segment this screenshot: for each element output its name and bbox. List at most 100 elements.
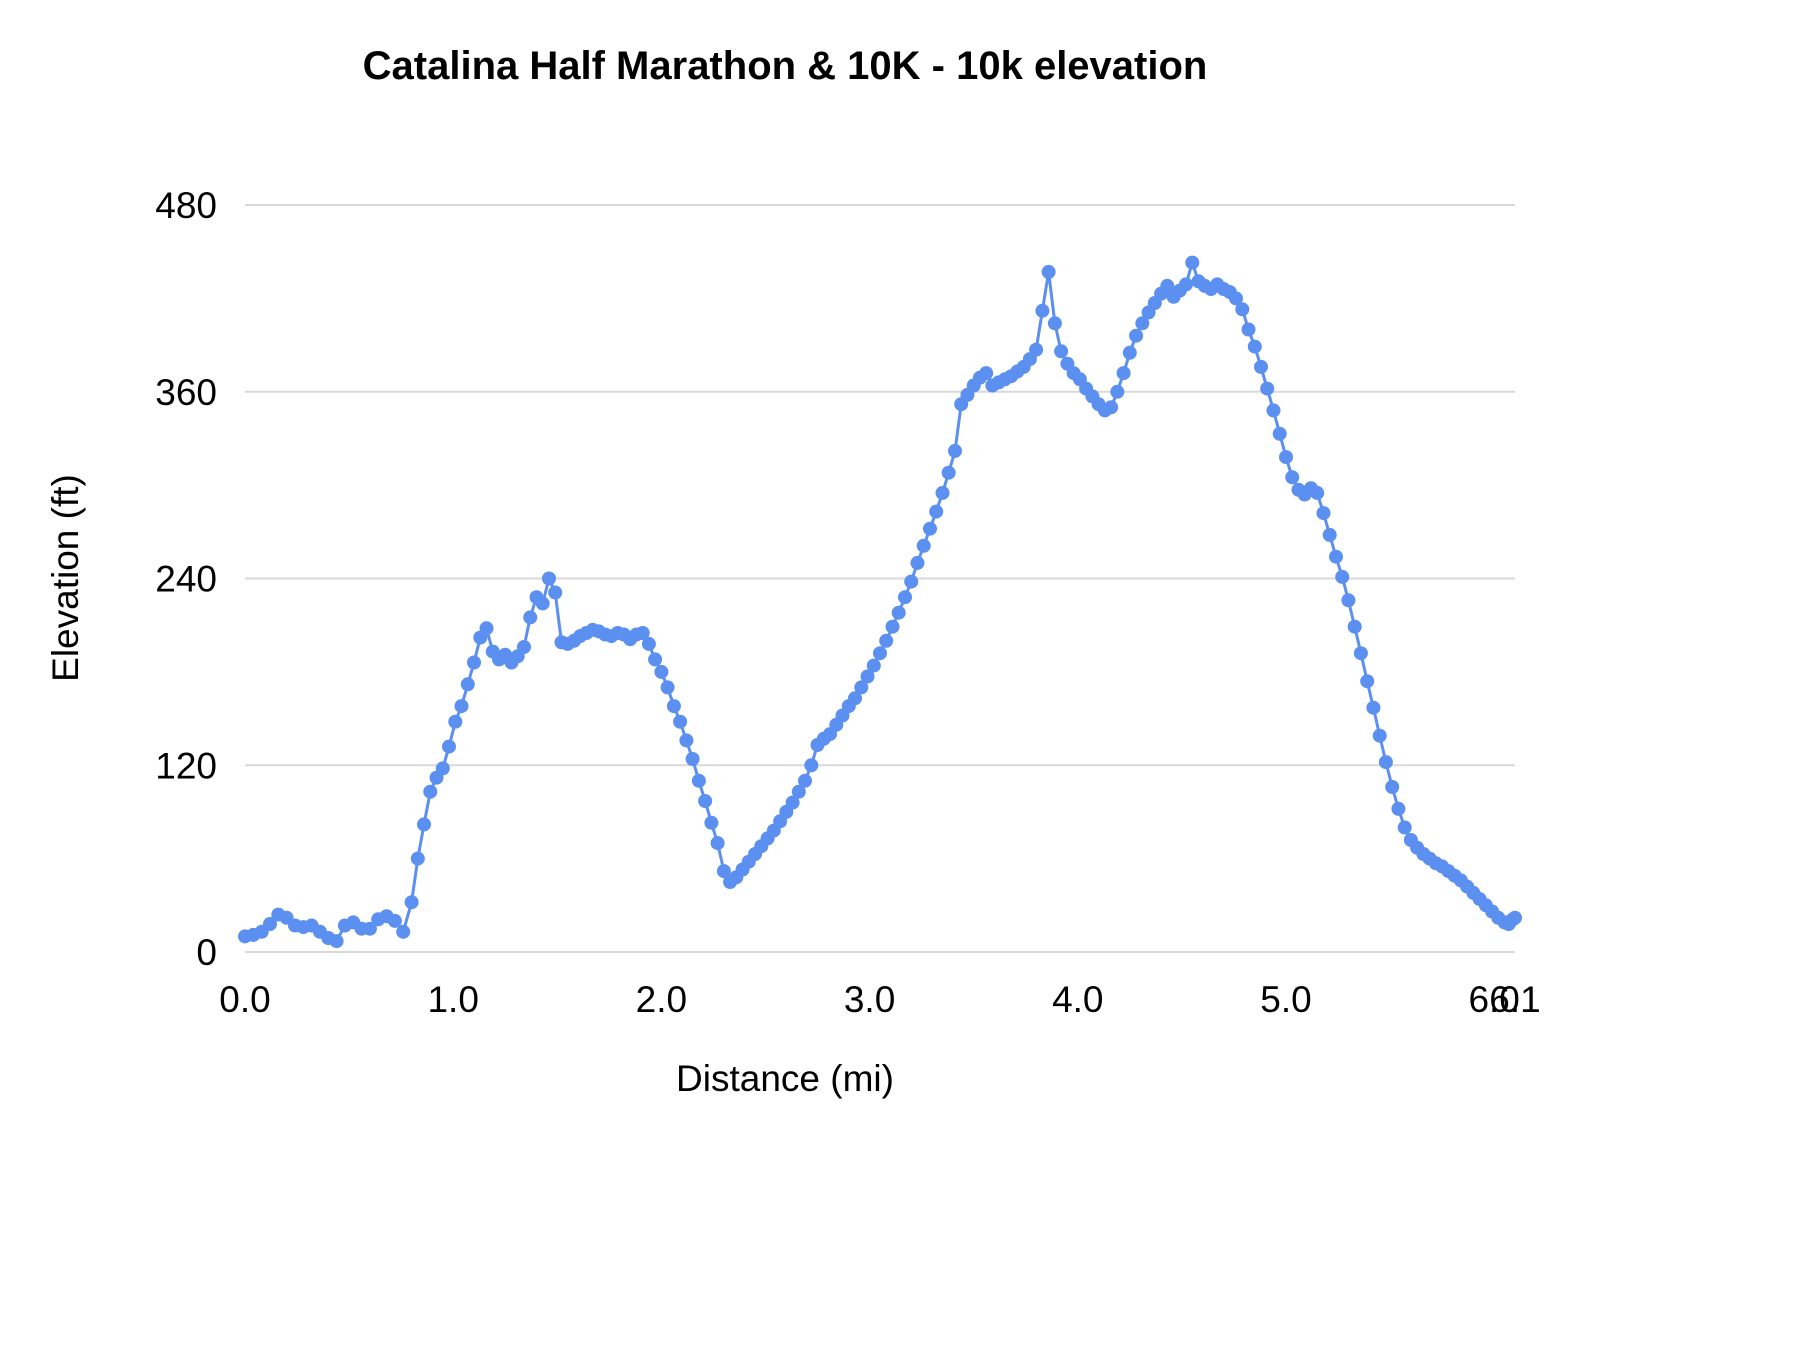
data-point (548, 585, 563, 600)
data-point (798, 773, 812, 788)
data-point (635, 626, 650, 640)
data-point (1135, 316, 1150, 331)
data-point (1272, 426, 1287, 441)
x-tick-label: 1.0 (427, 979, 478, 1020)
data-point (848, 691, 862, 706)
x-tick-label: 3.0 (844, 979, 895, 1020)
x-axis-title: Distance (mi) (676, 1058, 894, 1099)
data-point (1160, 278, 1175, 293)
data-point (1322, 527, 1337, 542)
data-point (1508, 910, 1522, 925)
data-point (1341, 593, 1356, 608)
data-point (710, 836, 725, 851)
data-point (460, 677, 475, 692)
data-point (1185, 255, 1200, 270)
data-point (1179, 277, 1193, 292)
data-point (1054, 344, 1069, 359)
data-point (410, 851, 425, 866)
data-point (935, 485, 950, 500)
data-point (910, 555, 925, 570)
data-point (641, 636, 656, 651)
x-tick-label: 0.0 (219, 979, 270, 1020)
data-point (263, 917, 277, 931)
data-point (885, 619, 900, 634)
chart-title: Catalina Half Marathon & 10K - 10k eleva… (362, 44, 1208, 88)
x-tick-label: 5.0 (1260, 979, 1311, 1020)
data-point (1316, 506, 1331, 521)
data-point (1260, 381, 1275, 396)
y-tick-label: 360 (155, 372, 217, 413)
data-point (791, 784, 806, 799)
elevation-line (243, 261, 1517, 943)
data-point (1397, 820, 1412, 835)
data-point (854, 680, 869, 695)
y-tick-label: 120 (155, 745, 217, 786)
data-point (1110, 384, 1125, 399)
data-point (1310, 485, 1325, 500)
data-point (387, 913, 402, 928)
data-point (785, 795, 800, 810)
data-point (891, 605, 906, 620)
data-point (898, 590, 912, 605)
data-point (1353, 646, 1368, 661)
x-tick-label: 6.1 (1489, 979, 1540, 1020)
data-point (1329, 549, 1343, 564)
data-point (435, 761, 450, 776)
data-point (923, 521, 937, 536)
data-point (1391, 801, 1406, 816)
data-point (904, 574, 919, 589)
data-point (879, 633, 894, 648)
data-point (1241, 322, 1256, 337)
data-point (1116, 366, 1131, 381)
y-tick-label: 0 (196, 932, 217, 973)
data-point (1378, 755, 1393, 770)
data-point (329, 934, 344, 949)
data-point (535, 596, 550, 611)
data-point (1047, 316, 1062, 331)
data-point (442, 739, 456, 754)
data-point (417, 817, 431, 832)
data-point (1104, 400, 1119, 415)
data-point (666, 699, 681, 714)
data-point (979, 366, 994, 381)
x-tick-label: 6.0 (1468, 979, 1519, 1020)
data-point (479, 621, 494, 636)
data-point (1235, 302, 1250, 317)
y-tick-label: 240 (155, 559, 217, 600)
data-point (396, 924, 411, 939)
data-point (1029, 342, 1044, 357)
data-point (423, 784, 438, 799)
data-point (542, 571, 556, 586)
data-point (685, 752, 700, 766)
data-point (1335, 569, 1350, 584)
data-point (517, 640, 531, 654)
data-point (362, 921, 377, 936)
data-point (1229, 291, 1243, 306)
data-point (1385, 780, 1400, 794)
data-point (1247, 339, 1262, 354)
x-tick-label: 4.0 (1052, 979, 1103, 1020)
data-point (691, 773, 706, 788)
data-point (1360, 674, 1375, 689)
data-point (660, 680, 675, 695)
data-point (860, 669, 875, 684)
data-point (1035, 303, 1050, 318)
data-point (467, 655, 481, 670)
data-point (698, 794, 713, 808)
y-tick-label: 480 (155, 185, 217, 226)
data-point (523, 610, 538, 625)
data-point (704, 815, 719, 830)
data-point (448, 714, 463, 729)
data-point (654, 664, 669, 679)
data-point (866, 658, 881, 673)
data-point (679, 733, 694, 748)
data-point (948, 443, 962, 458)
data-point (648, 652, 663, 667)
data-point (1285, 470, 1300, 485)
data-point (1266, 403, 1281, 418)
x-tick-label: 2.0 (636, 979, 687, 1020)
data-point (454, 699, 469, 714)
data-point (1372, 728, 1387, 743)
data-point (673, 714, 688, 729)
